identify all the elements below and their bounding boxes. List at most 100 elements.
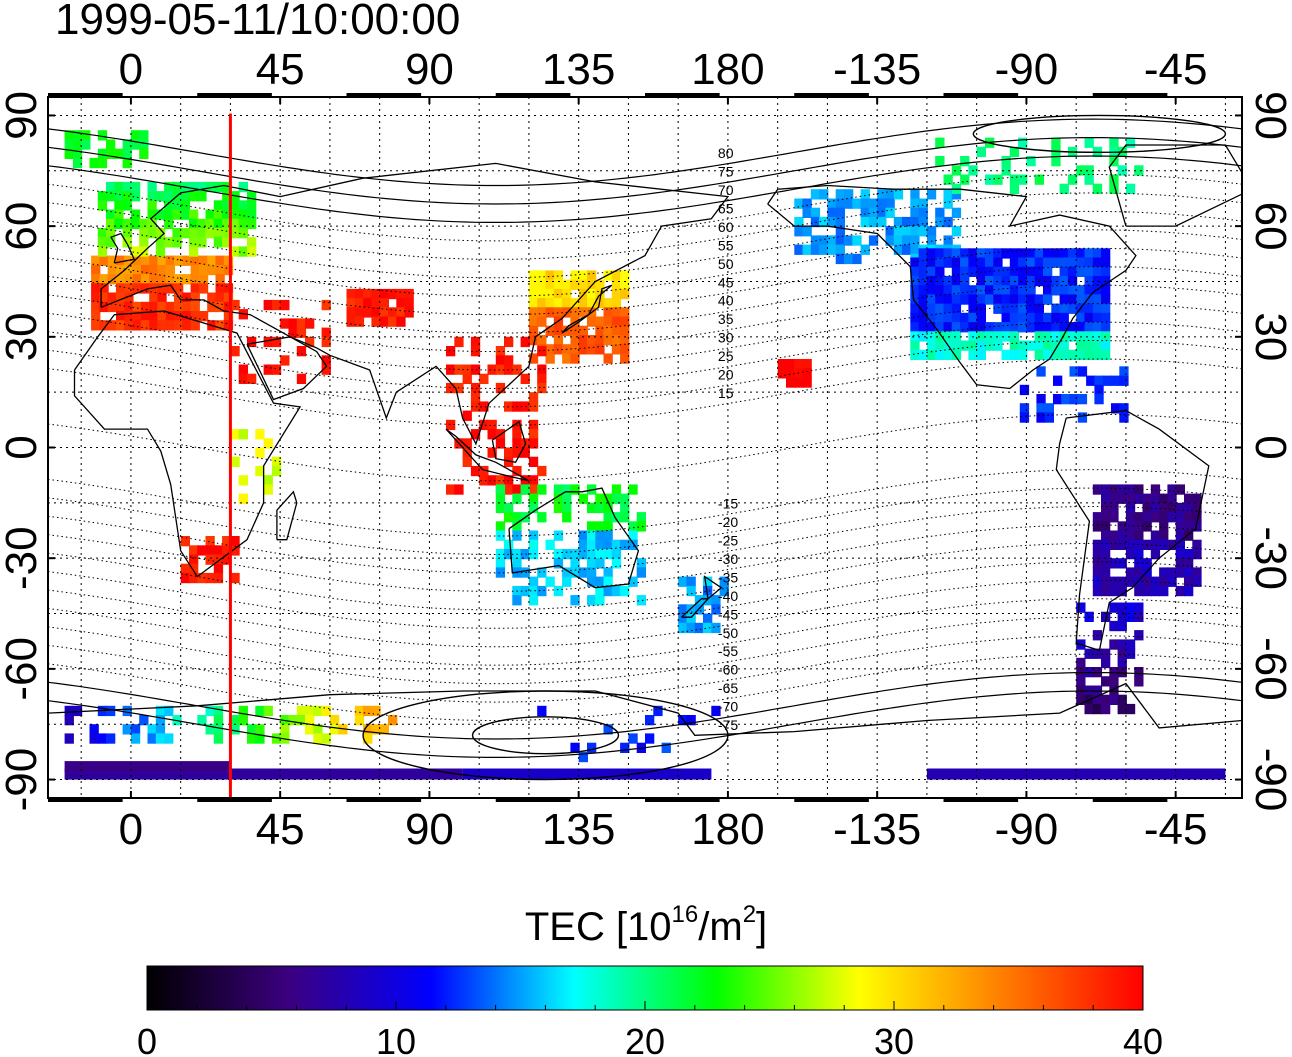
tec-cell-north-america [935, 322, 945, 333]
contour-labels: 80 75 70 65 60 55 50 45 40 35 30 25 20 15 -15 -20 -25 -30… [718, 145, 738, 733]
tec-cell-alaska [943, 198, 953, 209]
tec-cell-polar-band [64, 768, 463, 780]
tec-cell-north-america [1076, 322, 1086, 333]
tec-cell-north-america [910, 285, 920, 296]
tec-cell-north-america [1051, 303, 1061, 314]
tec-cell-australia [587, 530, 597, 541]
tec-cell-seasia [446, 364, 456, 375]
top-frame-bar [943, 93, 1019, 97]
tec-cell-north-america [1018, 322, 1028, 333]
tec-cell-south-america [1175, 521, 1185, 532]
tec-cell-east-asia [603, 298, 613, 309]
tec-cell-south-america [1134, 512, 1144, 523]
bottom-frame-bar [48, 798, 123, 802]
tec-cell-europe [132, 311, 142, 322]
tec-cell-scandinavia [247, 237, 257, 248]
tec-cell-north-america [976, 257, 986, 268]
tec-cell-south-america [1092, 521, 1103, 532]
tec-cell-north-america [1018, 294, 1028, 305]
tec-cell-central-asia [388, 288, 398, 300]
tec-cell-alaska [910, 207, 920, 218]
tec-cell-north-america [943, 285, 953, 296]
tec-cell-north-america [1001, 312, 1011, 324]
tec-cell-australia [512, 521, 522, 532]
tec-cell-seasia [537, 346, 547, 357]
tec-cell-europe [124, 311, 134, 322]
tec-cell-australia [520, 585, 530, 597]
tec-cell-australia [537, 512, 547, 523]
tec-cell-scandinavia [180, 200, 190, 211]
tec-cell-europe [99, 320, 109, 331]
tec-cell-east-asia [570, 325, 580, 336]
mag-contour [48, 303, 1242, 371]
tec-cell-seasia [504, 456, 514, 467]
tec-cell-arctic-canada [1134, 165, 1144, 176]
tec-cell-north-america [1043, 248, 1053, 259]
tec-cell-seasia [504, 484, 514, 495]
tec-cell-scandinavia [164, 218, 174, 230]
tec-cell-hawaii [794, 359, 804, 370]
tec-cell-north-america [1051, 331, 1061, 342]
tec-cell-scandinavia [122, 191, 132, 202]
tec-cell-north-america [1101, 266, 1111, 277]
tec-cell-antarctic-rim [620, 742, 630, 753]
tec-cell-antarctic-edge [230, 724, 240, 735]
tec-cell-east-asia [578, 325, 588, 336]
tec-cell-europe [190, 320, 200, 331]
tec-cell-scandinavia [197, 191, 207, 202]
tec-cell-europe [132, 320, 142, 331]
tec-cell-south-america [1184, 521, 1194, 532]
tec-cell-arctic-canada [1059, 183, 1069, 194]
tec-cell-antarctic-edge [321, 733, 331, 744]
tec-cell-north-america [935, 340, 945, 351]
tec-cell-arctic-canada [1018, 174, 1028, 185]
tec-cell-scandinavia [164, 191, 174, 202]
mag-contour [48, 266, 1242, 334]
tec-cell-greenland [106, 139, 116, 150]
tec-cell-scandinavia [189, 191, 199, 202]
tec-cell-nz [719, 585, 729, 597]
left-tick-label: 30 [0, 312, 46, 361]
tec-cell-patagonia [1109, 676, 1119, 687]
tec-cell-alaska [926, 189, 937, 200]
tec-cell-north-america [1092, 303, 1103, 314]
tec-cell-east-asia [545, 298, 555, 309]
tec-cell-arctic-canada [1018, 137, 1028, 148]
tec-cell-mideast [247, 336, 257, 348]
tec-cell-antarctic-edge [296, 715, 307, 726]
tec-cell-scandinavia [147, 191, 157, 202]
coastlines [48, 144, 1242, 736]
tec-cell-arctic-canada [1109, 137, 1119, 148]
tec-cell-scandinavia [97, 228, 108, 239]
bottom-frame-bar [645, 798, 720, 802]
tec-cell-south-america [1167, 502, 1177, 514]
tec-cell-north-america [968, 257, 978, 268]
tec-cell-north-america [985, 257, 995, 268]
tec-cell-greenland [72, 130, 83, 141]
tec-cell-north-america [1001, 294, 1011, 305]
tec-cell-scandinavia [122, 181, 132, 193]
tec-cell-europe [116, 264, 126, 276]
tec-cell-europe [207, 301, 217, 313]
tec-cell-north-america [926, 294, 937, 305]
tec-cell-arctic-canada [1001, 156, 1011, 167]
tec-cell-europe [91, 320, 101, 331]
tec-cell-polar-band [926, 768, 1226, 780]
tec-cell-north-america [1092, 349, 1103, 360]
mag-contour [48, 598, 1242, 666]
tec-cell-australia [595, 502, 605, 514]
tec-cell-south-america [1150, 493, 1161, 504]
tec-cell-alaska [910, 244, 920, 255]
tec-cell-north-america [951, 340, 962, 351]
tec-cell-scandinavia [130, 246, 141, 257]
tec-cell-europe [91, 292, 101, 303]
tec-cell-north-america [1059, 266, 1069, 277]
tec-cell-alaska [827, 244, 837, 255]
tec-cell-caribbean [1061, 394, 1071, 405]
tec-cell-north-america [1051, 275, 1061, 287]
tec-cell-south-america [1101, 585, 1111, 597]
coast-japan [561, 284, 613, 334]
tec-cell-north-america [960, 294, 970, 305]
tec-cell-mideast [296, 373, 307, 384]
tec-cell-scandinavia [97, 246, 108, 257]
